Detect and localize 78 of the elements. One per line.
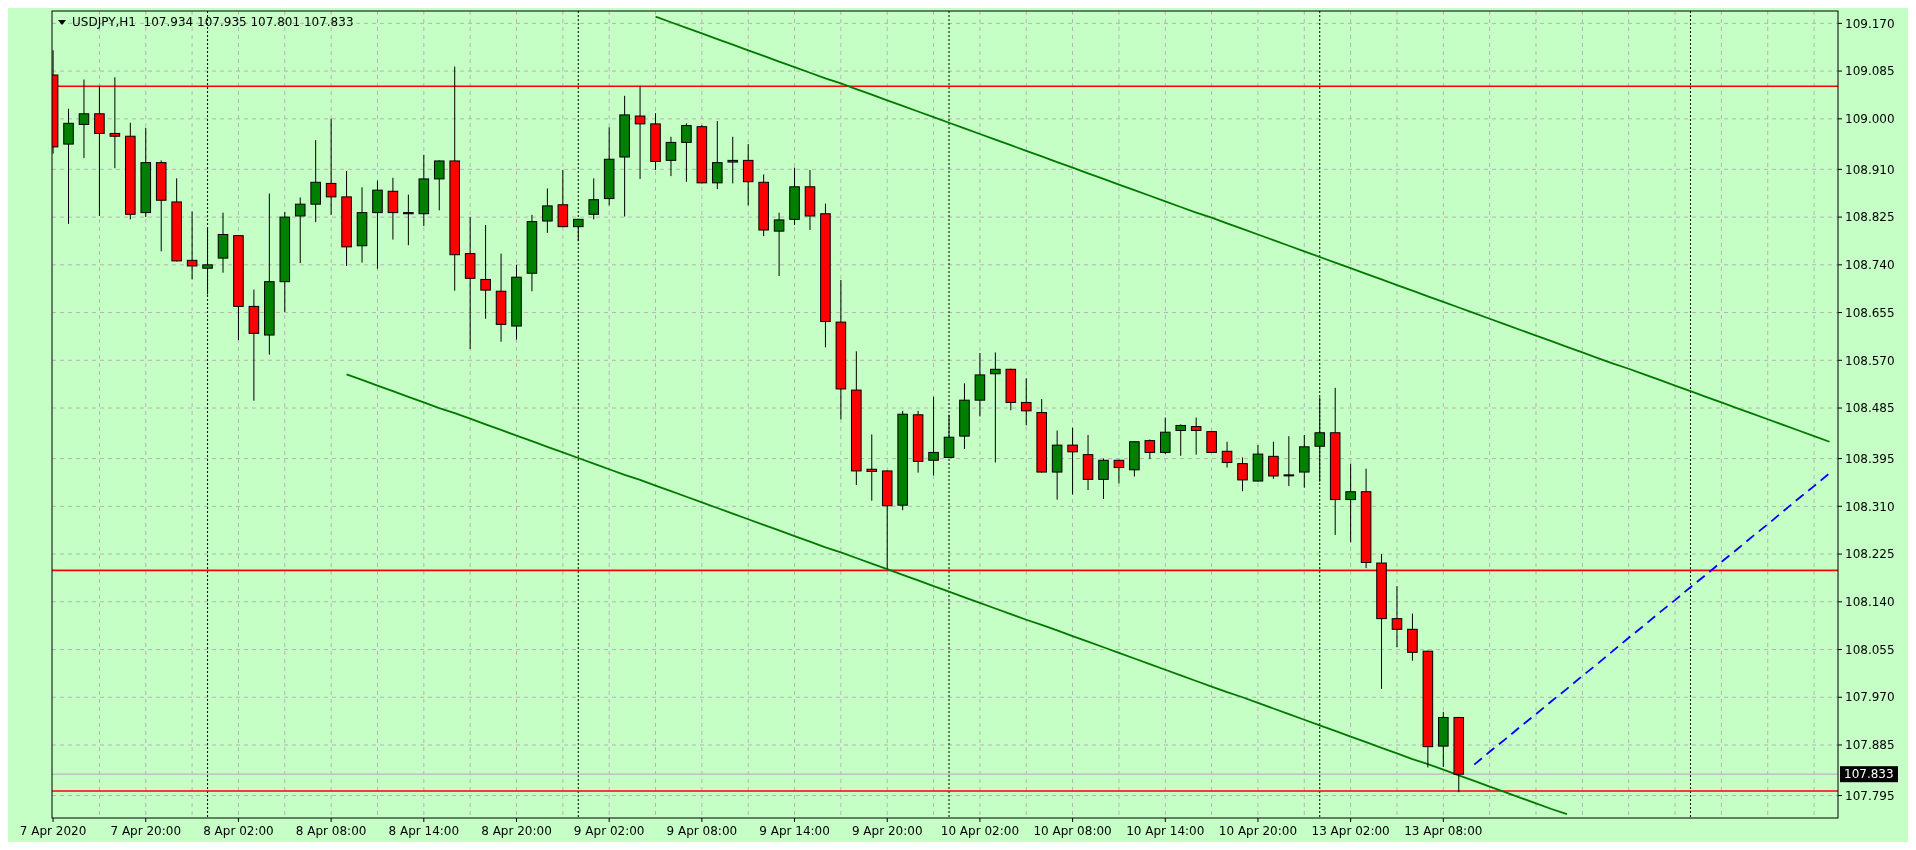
x-tick-label: 7 Apr 20:00 [110,824,182,838]
y-tick-label: 109.085 [1845,64,1895,79]
y-tick-label: 108.570 [1845,353,1895,368]
candlestick [1098,458,1109,500]
candlestick [1020,377,1032,426]
candlestick [727,136,739,184]
candlestick [928,396,939,476]
x-tick-label: 8 Apr 20:00 [481,824,552,838]
y-tick-label: 108.485 [1845,401,1895,416]
candlestick [1159,417,1171,455]
candlestick [294,196,306,264]
y-tick-label: 108.740 [1845,258,1895,273]
candlestick [1144,438,1156,460]
candlestick [387,177,399,241]
candlestick [588,177,600,220]
x-tick-label: 9 Apr 02:00 [573,824,645,838]
candlestick [372,180,383,270]
candlestick [1283,435,1295,487]
candlestick [1237,456,1248,492]
x-tick-label: 10 Apr 08:00 [1033,824,1112,838]
y-tick-label: 108.910 [1845,162,1895,177]
line-series [345,373,1568,815]
x-tick-label: 8 Apr 14:00 [388,824,460,838]
candlestick [1206,431,1217,453]
x-tick-label: 7 Apr 2020 [19,824,87,838]
chart-title: USDJPY,H1 107.934 107.935 107.801 107.833 [72,15,354,29]
candlestick [1175,423,1187,457]
candlestick [63,108,74,225]
y-tick-label: 109.170 [1845,16,1895,31]
x-tick-label: 10 Apr 14:00 [1126,824,1205,838]
candlestick [1407,613,1418,662]
candlestick [403,194,414,246]
y-tick-label: 108.225 [1845,547,1895,562]
candlestick [1391,585,1403,648]
candlestick [217,212,229,274]
y-tick-label: 108.310 [1845,499,1895,514]
candlestick [557,169,569,228]
candlestick [665,136,677,177]
x-tick-label: 8 Apr 02:00 [203,824,274,838]
y-tick-label: 108.655 [1845,305,1895,320]
candlestick [310,139,321,223]
candlestick [78,79,90,159]
candlestick [681,122,692,183]
x-tick-label: 10 Apr 20:00 [1218,824,1298,838]
x-tick-label: 9 Apr 08:00 [666,824,738,838]
candlestick [742,143,754,206]
candlestick [712,120,723,190]
candlestick [186,210,198,280]
candlestick [480,224,491,320]
candlestick [1268,441,1279,480]
y-tick-label: 107.885 [1845,738,1895,753]
y-tick-label: 107.795 [1845,788,1895,803]
candlestick [866,433,878,502]
candlestick [1345,463,1356,543]
y-tick-label: 109.000 [1845,112,1895,127]
y-tick-label: 108.825 [1845,210,1895,225]
ref-line-label: 107.833 [1844,767,1894,782]
x-tick-label: 8 Apr 08:00 [295,824,367,838]
candlestick [573,218,584,242]
x-tick-label: 9 Apr 14:00 [759,824,830,838]
y-tick-label: 108.140 [1845,594,1895,609]
x-tick-label: 13 Apr 08:00 [1404,824,1483,838]
candlestick [773,212,785,277]
candlestick [433,159,445,211]
candlestick [542,187,553,234]
candlestick [1067,427,1078,496]
y-tick-label: 108.055 [1845,642,1895,657]
x-tick-label: 9 Apr 20:00 [851,824,923,838]
candlestick [1190,417,1202,456]
candlestick [990,351,1001,464]
x-tick-label: 13 Apr 02:00 [1311,824,1390,838]
line-series [1473,472,1831,766]
candlestick [325,118,337,216]
y-tick-label: 107.970 [1845,690,1895,705]
y-tick-label: 108.395 [1845,451,1895,466]
x-tick-label: 10 Apr 02:00 [940,824,1020,838]
candlestick [1221,441,1233,469]
line-series [654,15,1831,443]
